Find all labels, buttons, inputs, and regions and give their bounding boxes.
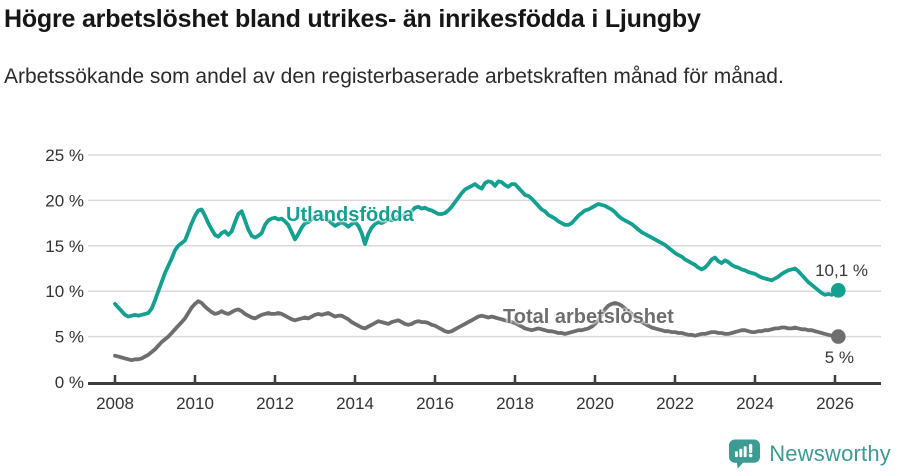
y-tick-label: 5 % — [55, 328, 84, 347]
page-title: Högre arbetslöshet bland utrikes- än inr… — [4, 5, 701, 33]
y-tick-label: 15 % — [45, 237, 84, 256]
series-line-total — [113, 299, 841, 363]
series-label-total-arbetsloshet: Total arbetslöshet — [503, 306, 674, 328]
series-label-utlandsfodda: Utlandsfödda — [286, 204, 414, 226]
y-tick-label: 10 % — [45, 282, 84, 301]
newsworthy-logo: Newsworthy — [728, 438, 891, 470]
end-dot-utlandsfodda — [831, 283, 846, 298]
x-tick-label: 2020 — [576, 394, 614, 413]
x-tick-label: 2016 — [416, 394, 454, 413]
x-tick-label: 2024 — [736, 394, 774, 413]
y-tick-label: 20 % — [45, 191, 84, 210]
end-dot-total — [831, 329, 846, 344]
x-tick-label: 2008 — [96, 394, 134, 413]
y-tick-label: 0 % — [55, 373, 84, 392]
end-value-label-utlandsfodda: 10,1 % — [815, 261, 868, 280]
x-tick-label: 2010 — [176, 394, 214, 413]
y-tick-label: 25 % — [45, 146, 84, 165]
bar-chart-speech-bubble-icon — [729, 439, 761, 469]
series-line-utlandsfodda — [113, 179, 841, 319]
brand-name: Newsworthy — [769, 441, 891, 466]
end-value-label-total: 5 % — [824, 348, 854, 367]
x-tick-label: 2022 — [656, 394, 694, 413]
x-tick-label: 2026 — [816, 394, 854, 413]
x-tick-label: 2014 — [336, 394, 374, 413]
x-tick-label: 2012 — [256, 394, 294, 413]
chart-subtitle: Arbetssökande som andel av den registerb… — [4, 65, 784, 88]
x-tick-label: 2018 — [496, 394, 534, 413]
